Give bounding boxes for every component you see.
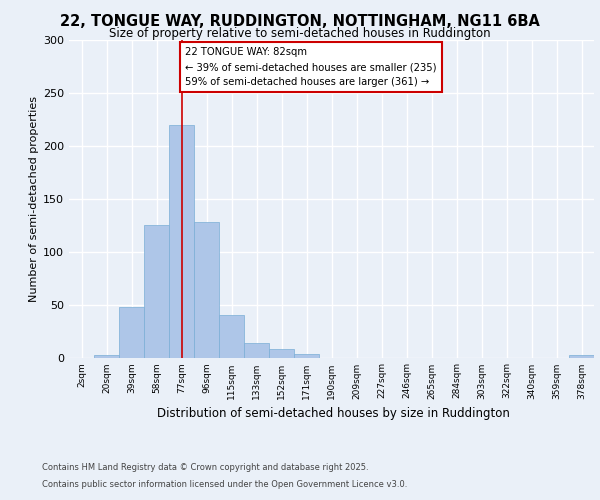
Bar (119, 306, 144, 358)
Bar (144, 225, 169, 358)
Bar (94, 356, 119, 358)
Text: Size of property relative to semi-detached houses in Ruddington: Size of property relative to semi-detach… (109, 28, 491, 40)
Bar (194, 222, 219, 358)
Y-axis label: Number of semi-detached properties: Number of semi-detached properties (29, 96, 39, 302)
Text: Distribution of semi-detached houses by size in Ruddington: Distribution of semi-detached houses by … (157, 408, 509, 420)
Text: Contains HM Land Registry data © Crown copyright and database right 2025.: Contains HM Land Registry data © Crown c… (42, 464, 368, 472)
Text: Contains public sector information licensed under the Open Government Licence v3: Contains public sector information licen… (42, 480, 407, 489)
Bar (294, 354, 319, 358)
Bar (244, 342, 269, 357)
Bar (569, 356, 594, 358)
Bar (269, 349, 294, 358)
Text: 22 TONGUE WAY: 82sqm
← 39% of semi-detached houses are smaller (235)
59% of semi: 22 TONGUE WAY: 82sqm ← 39% of semi-detac… (185, 48, 437, 87)
Bar (169, 124, 194, 358)
Bar (219, 315, 244, 358)
Text: 22, TONGUE WAY, RUDDINGTON, NOTTINGHAM, NG11 6BA: 22, TONGUE WAY, RUDDINGTON, NOTTINGHAM, … (60, 14, 540, 29)
